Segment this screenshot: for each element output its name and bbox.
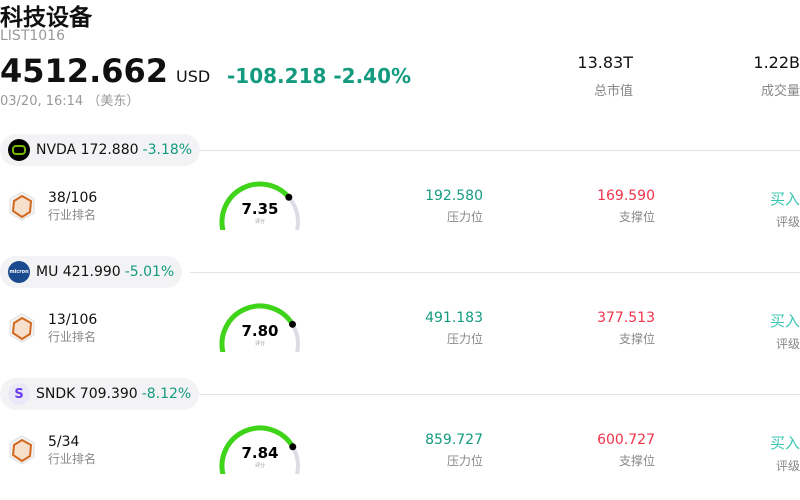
industry-rank: 13/106 行业排名: [48, 312, 97, 345]
gauge-fill: [219, 181, 292, 230]
stock-pill[interactable]: micron MU 421.990 -5.01%: [0, 256, 183, 288]
divider: [190, 394, 800, 395]
rating-label: 评级: [775, 337, 800, 351]
resistance-value: 859.727: [425, 432, 483, 448]
nvidia-logo-icon: [8, 139, 30, 161]
score-value: 7.80: [241, 322, 278, 340]
rating: 买入 评级: [770, 432, 800, 474]
rank-label: 行业排名: [48, 452, 97, 466]
gauge-fill: [219, 425, 296, 474]
sandisk-logo-icon: S: [8, 383, 30, 405]
stock-change: -5.01%: [124, 264, 175, 280]
gauge-marker: [285, 193, 293, 201]
stock-price: 172.880: [80, 142, 139, 158]
support-label: 支撑位: [618, 332, 655, 346]
timestamp: 03/20, 16:14 （美东）: [0, 94, 140, 109]
stock-change: -3.18%: [142, 142, 193, 158]
score-label: 评分: [255, 218, 265, 225]
rating-value[interactable]: 买入: [769, 312, 800, 330]
radar-icon: [9, 191, 35, 221]
rating: 买入 评级: [770, 310, 800, 352]
rank-value: 13/106: [48, 312, 98, 328]
stock-pill[interactable]: S SNDK 709.390 -8.12%: [0, 378, 200, 410]
rank-label: 行业排名: [48, 208, 97, 222]
ticker: NVDA: [36, 142, 77, 158]
index-price: 4512.662: [0, 52, 169, 90]
rating-label: 评级: [775, 459, 800, 473]
rating-value[interactable]: 买入: [769, 434, 800, 452]
divider: [190, 272, 800, 273]
stock-pill[interactable]: NVDA 172.880 -3.18%: [0, 134, 201, 166]
page-title: 科技设备: [0, 5, 92, 31]
industry-rank: 5/34 行业排名: [48, 434, 96, 467]
rating: 买入 评级: [770, 188, 800, 230]
resistance: 192.580 压力位: [425, 188, 483, 225]
micron-logo-icon: micron: [8, 261, 30, 283]
support-value: 169.590: [597, 188, 655, 204]
support-label: 支撑位: [618, 454, 655, 468]
resistance-label: 压力位: [446, 332, 483, 346]
rank-label: 行业排名: [48, 330, 97, 344]
resistance-label: 压力位: [446, 454, 483, 468]
industry-rank: 38/106 行业排名: [48, 190, 97, 223]
gauge-fill: [219, 303, 296, 352]
volume-label: 成交量: [760, 84, 800, 99]
rating-label: 评级: [775, 215, 800, 229]
support-label: 支撑位: [618, 210, 655, 224]
resistance-value: 192.580: [425, 188, 483, 204]
score-value: 7.84: [241, 444, 278, 462]
resistance: 491.183 压力位: [425, 310, 483, 347]
score-gauge: 7.80 评分: [219, 303, 300, 352]
stock-section: S SNDK 709.390 -8.12% 5/34 行业排名 7.84 评分 85…: [0, 378, 800, 500]
support: 169.590 支撑位: [597, 188, 655, 225]
resistance-value: 491.183: [425, 310, 483, 326]
score-gauge: 7.35 评分: [219, 181, 300, 230]
gauge-marker: [289, 443, 297, 451]
score-label: 评分: [255, 340, 265, 347]
volume-value: 1.22B: [753, 53, 800, 72]
stock-price: 421.990: [62, 264, 121, 280]
support: 377.513 支撑位: [597, 310, 655, 347]
support-value: 600.727: [597, 432, 655, 448]
rank-value: 38/106: [48, 190, 98, 206]
score-value: 7.35: [241, 200, 278, 218]
resistance: 859.727 压力位: [425, 432, 483, 469]
divider: [190, 150, 800, 151]
resistance-label: 压力位: [446, 210, 483, 224]
stock-price: 709.390: [79, 386, 138, 402]
stock-change: -8.12%: [141, 386, 192, 402]
ticker: MU: [36, 264, 59, 280]
price-change: -108.218 -2.40%: [227, 64, 412, 88]
radar-icon: [9, 313, 35, 343]
stock-section: NVDA 172.880 -3.18% 38/106 行业排名 7.35 评分 19…: [0, 134, 800, 256]
rating-value[interactable]: 买入: [769, 190, 800, 208]
stock-section: micron MU 421.990 -5.01% 13/106 行业排名 7.80 …: [0, 256, 800, 378]
support-value: 377.513: [597, 310, 655, 326]
score-label: 评分: [255, 462, 265, 469]
market-cap-label: 总市值: [593, 84, 633, 99]
currency: USD: [176, 67, 211, 86]
market-cap-value: 13.83T: [577, 53, 633, 72]
market-cap: 13.83T 总市值: [577, 53, 633, 99]
score-gauge: 7.84 评分: [219, 425, 300, 474]
gauge-marker: [289, 320, 297, 328]
list-code: LIST1016: [0, 28, 65, 44]
support: 600.727 支撑位: [597, 432, 655, 469]
ticker: SNDK: [36, 386, 76, 402]
volume: 1.22B 成交量: [753, 53, 800, 99]
radar-icon: [9, 435, 35, 465]
rank-value: 5/34: [48, 434, 80, 450]
